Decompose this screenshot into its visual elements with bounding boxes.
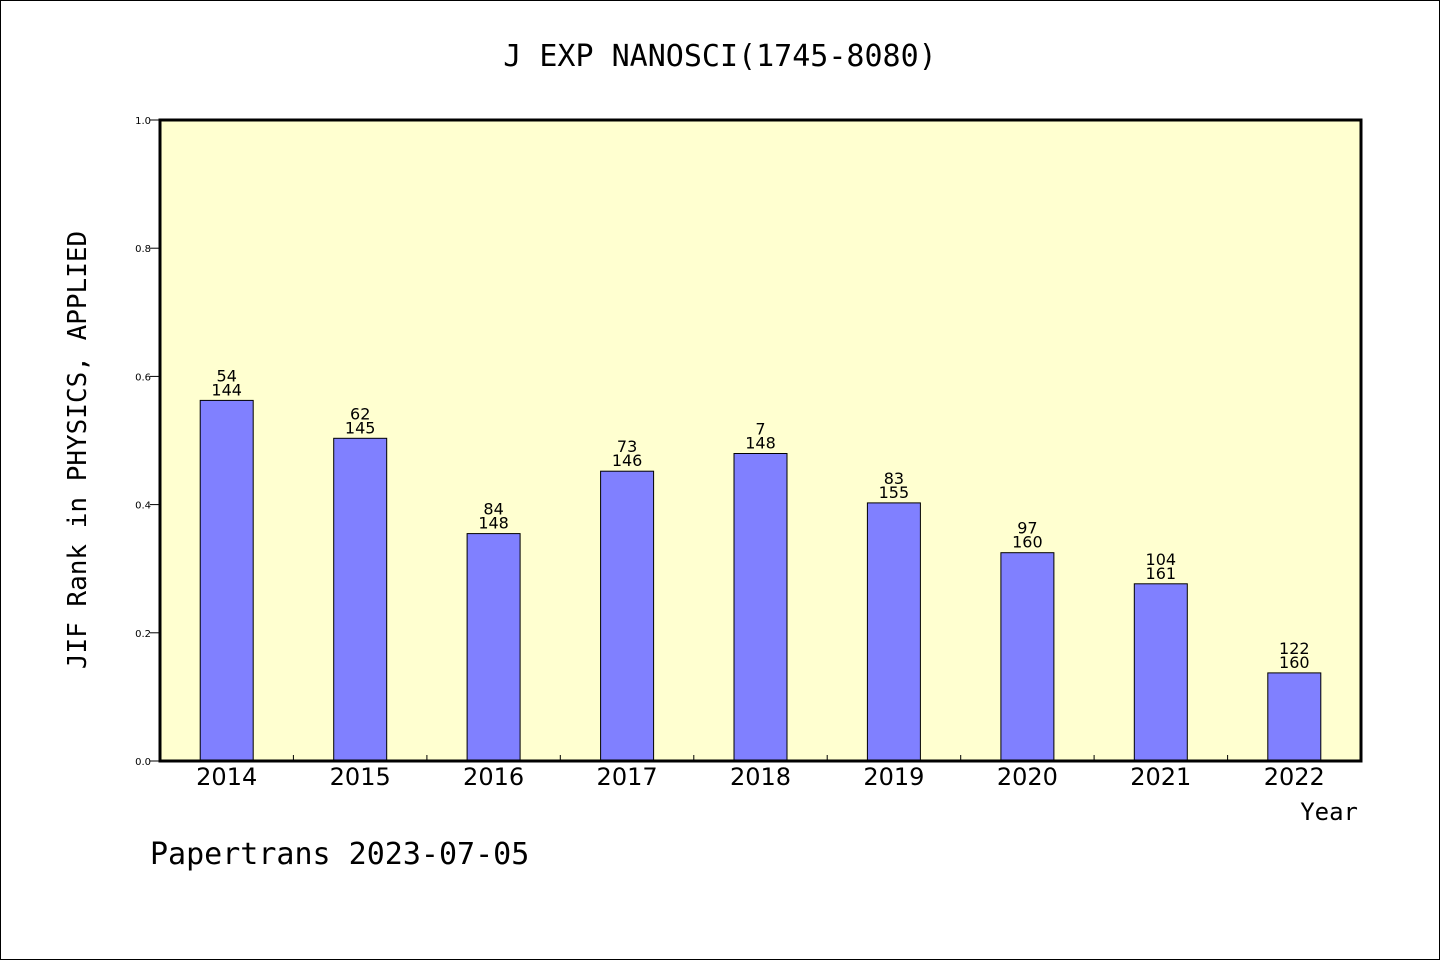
y-tick-label-0.0: 0.0 [135,757,151,768]
y-tick-label-0.4: 0.4 [135,501,151,512]
bar-total-label-2015: 145 [345,418,376,437]
x-tick-label-2018: 2018 [730,763,791,791]
bar-total-label-2017: 146 [612,451,643,470]
bar-rank-label-2020: 97 [1017,519,1037,538]
bar-2014 [199,399,254,762]
bar-total-label-2020: 160 [1012,533,1043,552]
y-axis-label: JIF Rank in PHYSICS, APPLIED [63,231,93,669]
bar-total-label-2019: 155 [879,483,910,502]
x-tick-label-2020: 2020 [997,763,1058,791]
bar-2022 [1267,672,1322,762]
chart-title: J EXP NANOSCI(1745-8080) [503,39,936,74]
bar-rank-label-2018: 7 [755,420,765,439]
bar-total-label-2018: 148 [745,434,776,453]
bar-2019 [866,502,921,762]
x-tick-label-2021: 2021 [1130,763,1191,791]
bars-layer [199,399,1322,762]
x-tick-label-2016: 2016 [463,763,524,791]
bar-total-label-2016: 148 [478,514,509,533]
y-tick-label-0.6: 0.6 [135,372,151,383]
bar-2018 [733,453,788,762]
footer-credit: Papertrans 2023-07-05 [150,837,529,872]
bar-2017 [600,470,655,762]
bar-labels-layer: 5414462145841487314671488315597160104161… [211,366,1309,672]
bar-total-label-2021: 161 [1146,564,1177,583]
bar-2015 [333,437,388,762]
y-tick-label-0.8: 0.8 [135,244,151,255]
y-tick-label-1.0: 1.0 [135,116,151,127]
x-tick-label-2015: 2015 [330,763,391,791]
y-axis: 0.0 0.2 0.4 0.6 0.8 1.0 [135,116,160,768]
bar-rank-label-2016: 84 [483,500,503,519]
x-tick-label-2019: 2019 [863,763,924,791]
x-tick-label-2022: 2022 [1264,763,1325,791]
bar-2020 [1000,552,1055,762]
bar-rank-label-2015: 62 [350,404,370,423]
x-tick-label-2014: 2014 [196,763,257,791]
x-axis: 2014 2015 2016 2017 2018 2019 2020 2021 2022 [196,755,1325,791]
bar-rank-label-2019: 83 [884,469,904,488]
x-axis-label: Year [1300,798,1358,826]
plot-border [158,118,1363,763]
bar-total-label-2022: 160 [1279,653,1310,672]
y-tick-label-0.2: 0.2 [135,629,151,640]
bar-rank-label-2021: 104 [1146,550,1177,569]
bar-rank-label-2017: 73 [617,437,637,456]
bar-total-label-2014: 144 [211,380,242,399]
bar-2021 [1133,583,1188,762]
bar-rank-label-2022: 122 [1279,639,1310,658]
bar-rank-label-2014: 54 [217,366,237,385]
x-tick-label-2017: 2017 [597,763,658,791]
bar-2016 [466,533,521,762]
